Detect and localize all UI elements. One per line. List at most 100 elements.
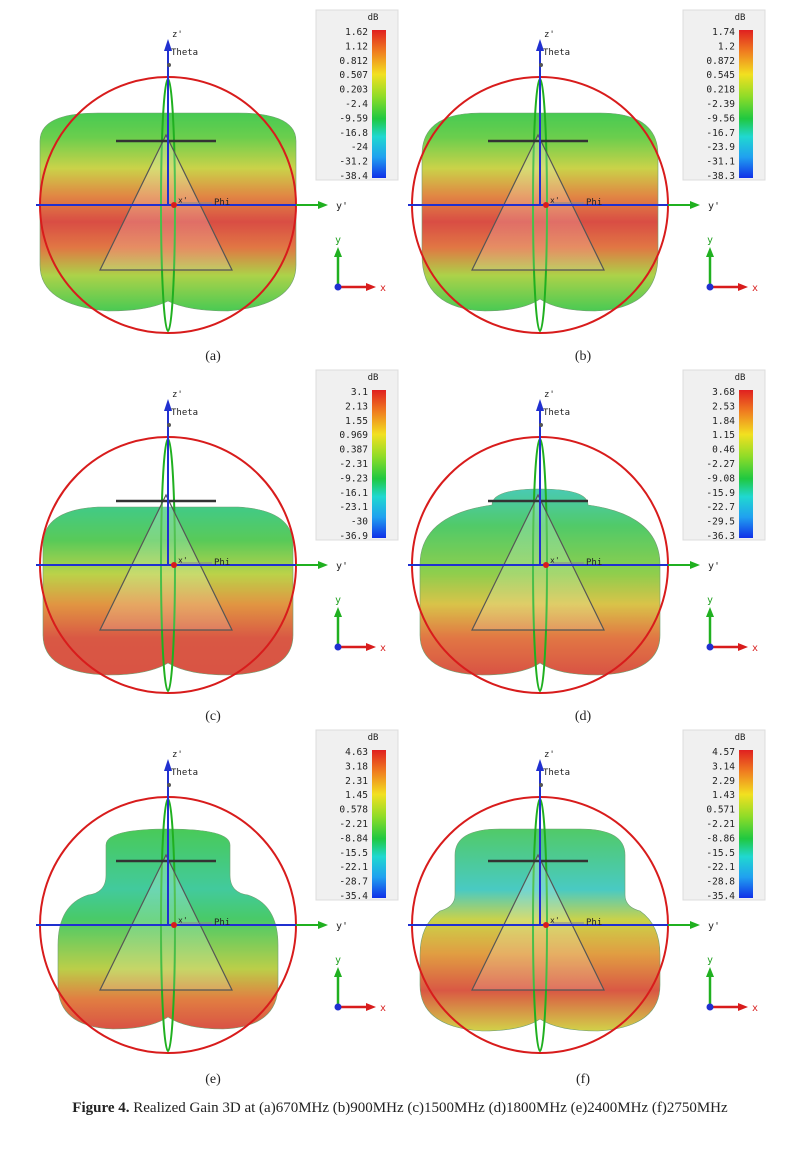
scale-tick-d-6: -9.08 xyxy=(706,473,735,484)
triad-origin-f xyxy=(706,1003,714,1011)
origin-point-c xyxy=(171,562,177,568)
y-axis-label-a: y' xyxy=(336,201,348,212)
scale-colorbar-b xyxy=(739,30,753,178)
scale-colorbar-c xyxy=(372,390,386,538)
z-arrow-e xyxy=(164,759,172,771)
triad-x-arrow-e xyxy=(366,1003,376,1011)
origin-point-e xyxy=(171,922,177,928)
triad-origin-e xyxy=(334,1003,342,1011)
scale-tick-e-3: 1.45 xyxy=(345,790,368,801)
panel-label-f: (f) xyxy=(576,1072,590,1087)
z-arrow-b xyxy=(536,39,544,51)
scale-tick-a-3: 0.507 xyxy=(339,70,368,81)
z-axis-label-f: z' xyxy=(544,750,555,760)
scale-tick-b-0: 1.74 xyxy=(712,27,735,38)
theta-marker-b xyxy=(539,63,543,67)
scale-tick-a-7: -16.8 xyxy=(339,128,368,139)
scale-unit-c: dB xyxy=(368,373,379,383)
panel-d: z' Theta y' x' Phi y x dB3.68 2.53 1.84 1.15 0.46 -2… xyxy=(408,369,766,724)
phi-label-c: Phi xyxy=(214,558,230,568)
triad-origin-d xyxy=(706,643,714,651)
triad-x-arrow-f xyxy=(738,1003,748,1011)
panel-label-c: (c) xyxy=(205,709,221,724)
triad-y-arrow-a xyxy=(334,247,342,257)
triad-y-arrow-f xyxy=(706,967,714,977)
scale-tick-d-8: -22.7 xyxy=(706,502,735,513)
scale-tick-d-9: -29.5 xyxy=(706,517,735,528)
scale-tick-e-4: 0.578 xyxy=(339,805,368,816)
triad-origin-a xyxy=(334,283,342,291)
phi-label-d: Phi xyxy=(586,558,602,568)
y-arrow-c xyxy=(318,561,328,569)
scale-tick-d-10: -36.3 xyxy=(706,531,735,542)
scale-tick-f-5: -2.21 xyxy=(706,819,735,830)
z-axis-label-e: z' xyxy=(172,750,183,760)
scale-unit-f: dB xyxy=(735,733,746,743)
triad-y-arrow-b xyxy=(706,247,714,257)
scale-tick-e-1: 3.18 xyxy=(345,761,368,772)
triad-y-label-e: y xyxy=(335,955,341,966)
scale-unit-b: dB xyxy=(735,13,746,23)
scale-tick-b-6: -9.56 xyxy=(706,113,735,124)
origin-point-b xyxy=(543,202,549,208)
scale-tick-f-6: -8.86 xyxy=(706,833,735,844)
panel-a: z' Theta y' x' Phi y x dB1.62 1.12 0.812 0.507 0.20… xyxy=(36,9,399,364)
scale-tick-a-5: -2.4 xyxy=(345,99,368,110)
scale-tick-c-10: -36.9 xyxy=(339,531,368,542)
triad-x-label-d: x xyxy=(752,643,758,654)
scale-tick-b-8: -23.9 xyxy=(706,142,735,153)
z-axis-label-a: z' xyxy=(172,30,183,40)
caption-text: Realized Gain 3D at (a)670MHz (b)900MHz … xyxy=(133,1100,728,1116)
scale-tick-d-4: 0.46 xyxy=(712,445,735,456)
scale-tick-a-10: -38.4 xyxy=(339,171,368,182)
scale-tick-b-10: -38.3 xyxy=(706,171,735,182)
scale-tick-a-1: 1.12 xyxy=(345,41,368,52)
theta-label-b: Theta xyxy=(543,48,570,58)
theta-marker-f xyxy=(539,783,543,787)
scale-tick-a-2: 0.812 xyxy=(339,56,368,67)
scale-colorbar-a xyxy=(372,30,386,178)
scale-tick-e-2: 2.31 xyxy=(345,776,368,787)
panel-c: z' Theta y' x' Phi y x dB3.1 2.13 1.55 0.969 0.387 -… xyxy=(36,369,399,724)
scale-tick-c-1: 2.13 xyxy=(345,401,368,412)
z-arrow-d xyxy=(536,399,544,411)
triad-y-label-a: y xyxy=(335,235,341,246)
z-arrow-a xyxy=(164,39,172,51)
panel-b: z' Theta y' x' Phi y x dB1.74 1.2 0.872 0.545 0.218… xyxy=(408,9,766,364)
scale-tick-f-9: -28.8 xyxy=(706,877,735,888)
scale-tick-b-2: 0.872 xyxy=(706,56,735,67)
scale-unit-d: dB xyxy=(735,373,746,383)
x-prime-label-d: x' xyxy=(550,556,560,565)
scale-tick-a-0: 1.62 xyxy=(345,27,368,38)
theta-label-c: Theta xyxy=(171,408,198,418)
panel-label-e: (e) xyxy=(205,1072,221,1087)
scale-unit-e: dB xyxy=(368,733,379,743)
scale-tick-f-3: 1.43 xyxy=(712,790,735,801)
scale-tick-e-10: -35.4 xyxy=(339,891,368,902)
caption-prefix: Figure 4. xyxy=(72,1100,130,1116)
scale-tick-b-7: -16.7 xyxy=(706,128,735,139)
scale-tick-c-4: 0.387 xyxy=(339,445,368,456)
z-arrow-f xyxy=(536,759,544,771)
scale-colorbar-e xyxy=(372,750,386,898)
y-arrow-b xyxy=(690,201,700,209)
scale-tick-d-3: 1.15 xyxy=(712,430,735,441)
triad-x-label-b: x xyxy=(752,283,758,294)
scale-tick-d-1: 2.53 xyxy=(712,401,735,412)
theta-marker-e xyxy=(167,783,171,787)
scale-tick-c-8: -23.1 xyxy=(339,502,368,513)
scale-tick-d-5: -2.27 xyxy=(706,459,735,470)
scale-tick-d-0: 3.68 xyxy=(712,387,735,398)
y-axis-label-c: y' xyxy=(336,561,348,572)
triad-y-label-c: y xyxy=(335,595,341,606)
z-axis-label-b: z' xyxy=(544,30,555,40)
triad-x-arrow-a xyxy=(366,283,376,291)
y-axis-label-e: y' xyxy=(336,921,348,932)
panel-label-a: (a) xyxy=(205,349,221,364)
scale-tick-b-1: 1.2 xyxy=(718,41,735,52)
x-prime-label-e: x' xyxy=(178,916,188,925)
theta-label-e: Theta xyxy=(171,768,198,778)
scale-tick-a-9: -31.2 xyxy=(339,157,368,168)
z-arrow-c xyxy=(164,399,172,411)
